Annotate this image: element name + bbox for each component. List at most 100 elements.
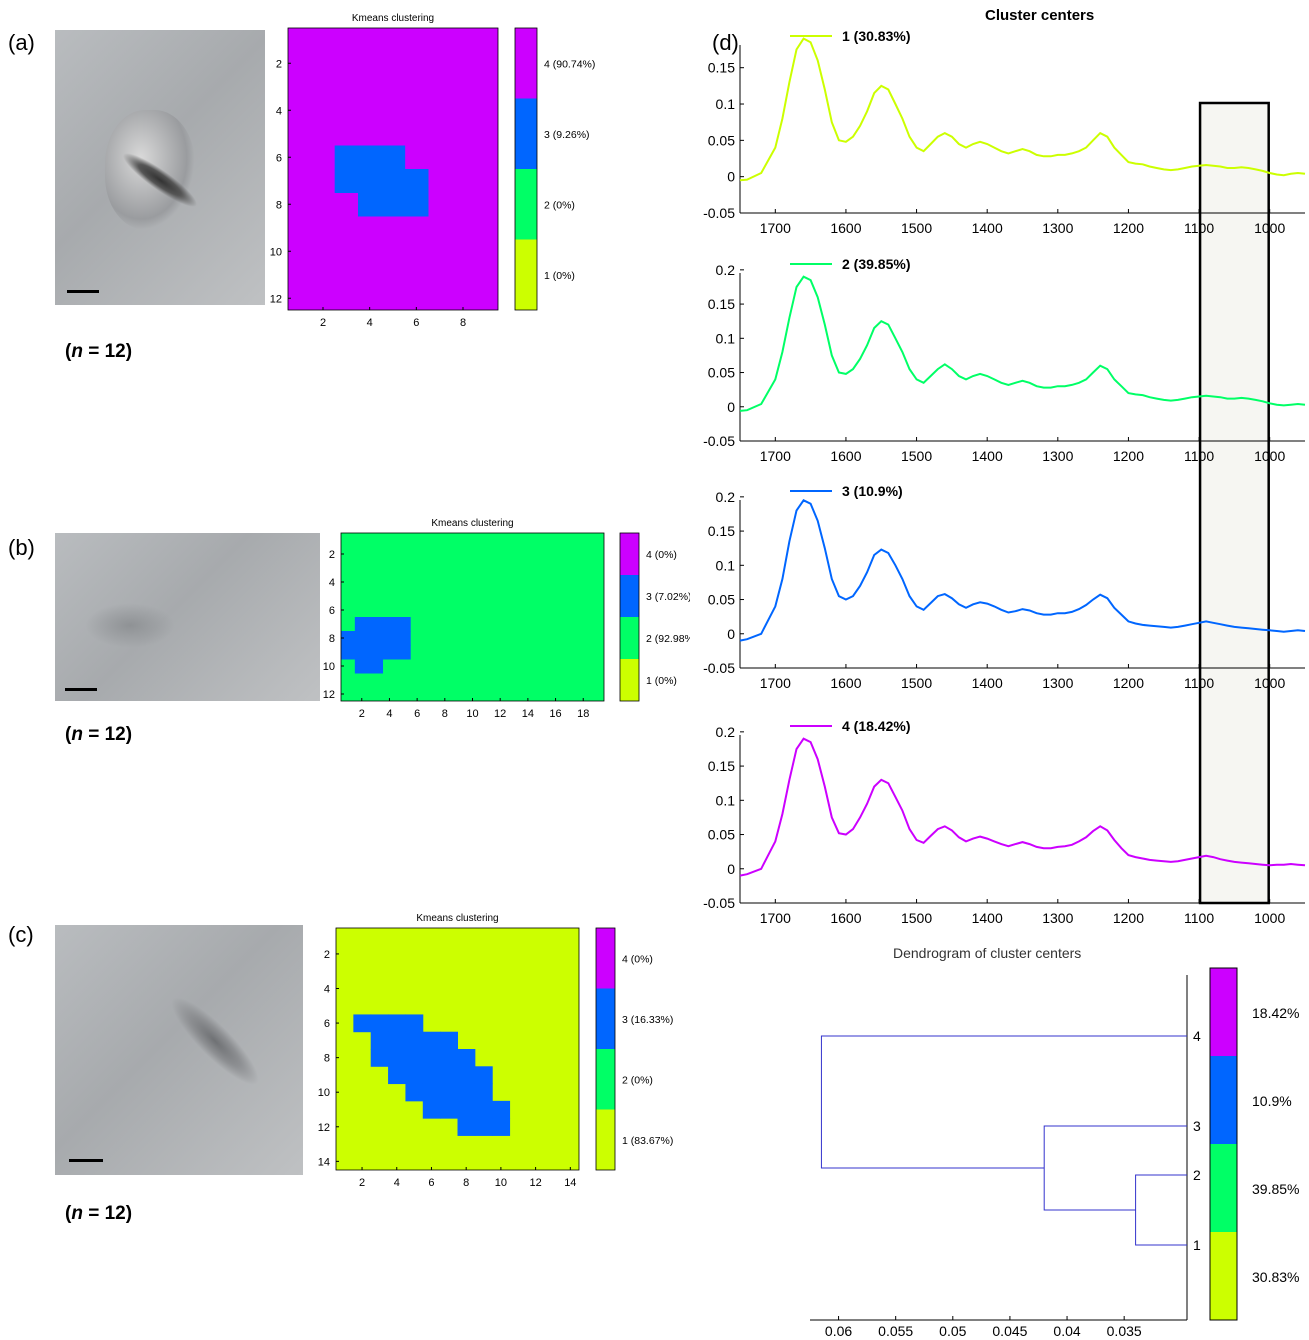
colorbar-segment <box>620 617 639 659</box>
heatmap-cell <box>396 617 411 632</box>
heatmap-cell <box>474 1100 493 1119</box>
heatmap-cell <box>341 631 356 646</box>
cell-blob <box>85 603 175 648</box>
heatmap-cell <box>354 631 370 646</box>
heatmap-cell <box>368 617 384 632</box>
x-tick-label: 0.035 <box>1107 1323 1142 1339</box>
heatmap-cell <box>382 631 397 646</box>
heatmap-cell <box>440 1100 458 1119</box>
panel-c-letter: (c) <box>8 922 34 947</box>
y-tick-label: 4 <box>276 105 282 117</box>
legend-label: 1 (30.83%) <box>842 28 910 44</box>
x-tick-label: 1000 <box>1254 675 1285 691</box>
x-tick-label: 1300 <box>1042 675 1073 691</box>
colorbar-label: 2 (92.98%) <box>646 633 690 645</box>
scale-bar <box>67 290 99 293</box>
heatmap-cell <box>354 645 370 660</box>
x-tick-label: 1300 <box>1042 220 1073 236</box>
x-tick-label: 1200 <box>1113 448 1144 464</box>
dendrogram-chart: 0.06 0.055 0.05 0.045 0.04 0.035 4 3 2 1 18.42% 10.… <box>810 967 1299 1339</box>
y-tick-label: 12 <box>318 1122 330 1134</box>
colorbar-frame <box>619 532 640 702</box>
y-tick-label: 0.05 <box>708 592 735 608</box>
x-tick-label: 10 <box>466 708 478 720</box>
heatmap-cell <box>440 1049 458 1067</box>
panel-c-n-label: (n = 12) <box>65 1203 132 1225</box>
cluster-centers-chart: 0.15 0.1 0.05 0 -0.05 1700 1600 1500 1400 1300 120… <box>703 28 1306 926</box>
y-tick-label: 0.1 <box>716 557 736 573</box>
highlight-region <box>1198 101 1270 905</box>
panel-d-title: Cluster centers <box>985 7 1095 24</box>
heatmap-cell <box>492 1100 511 1119</box>
dendro-colorbar-segment <box>1210 1144 1237 1232</box>
leaf-label: 3 <box>1193 1118 1201 1134</box>
x-tick-label: 10 <box>495 1177 507 1189</box>
panel-c-micrograph <box>55 925 303 1175</box>
colorbar-segment <box>596 988 615 1049</box>
x-tick-label: 2 <box>359 1177 365 1189</box>
colorbar-label: 3 (7.02%) <box>646 591 690 603</box>
dendro-branch <box>1135 1174 1187 1246</box>
y-tick-label: 10 <box>270 246 282 258</box>
heatmap-frame <box>287 27 499 311</box>
y-tick-label: 2 <box>329 549 335 561</box>
heatmap-cell <box>388 1066 406 1085</box>
n-symbol: n <box>71 1203 83 1224</box>
panel-c-heatmap: Kmeans clustering 2 4 6 8 10 12 14 2 4 6 8 10 12 14 4 (… <box>318 913 674 1189</box>
panel-a-heatmap: Kmeans clustering 2 4 6 8 2 4 6 8 10 12 4 (90.74%) 3… <box>270 13 596 329</box>
y-tick-label: 0 <box>727 626 735 642</box>
y-tick-label: 0.2 <box>716 262 736 278</box>
heatmap-cell <box>457 1066 476 1085</box>
legend-label: 3 (10.9%) <box>842 483 903 499</box>
x-tick-label: 1700 <box>760 675 791 691</box>
y-tick-label: 8 <box>329 633 335 645</box>
heatmap-title: Kmeans clustering <box>431 518 513 529</box>
y-tick-label: 2 <box>324 949 330 961</box>
spectrum-line <box>739 37 1306 182</box>
heatmap-cell <box>405 1083 424 1102</box>
x-tick-label: 1400 <box>972 675 1003 691</box>
x-tick-label: 1000 <box>1254 448 1285 464</box>
colorbar-segment <box>620 575 639 617</box>
scale-bar <box>65 688 97 691</box>
colorbar-frame <box>595 927 616 1171</box>
heatmap-cell <box>457 1049 476 1067</box>
x-tick-label: 12 <box>529 1177 541 1189</box>
heatmap-cell <box>368 659 384 674</box>
heatmap-cell <box>474 1066 493 1085</box>
n-open: ( <box>65 724 72 745</box>
x-tick-label: 1400 <box>972 220 1003 236</box>
x-tick-label: 1600 <box>830 220 861 236</box>
n-value: = 12) <box>88 1203 133 1224</box>
x-tick-label: 1700 <box>760 448 791 464</box>
x-tick-label: 1000 <box>1254 910 1285 926</box>
y-tick-label: 0.05 <box>708 132 735 148</box>
heatmap-cell <box>381 145 406 170</box>
x-tick-label: 1200 <box>1113 910 1144 926</box>
x-tick-label: 12 <box>494 708 506 720</box>
heatmap-cell <box>405 1031 424 1050</box>
x-tick-label: 1300 <box>1042 910 1073 926</box>
leaf-label: 2 <box>1193 1167 1201 1183</box>
x-tick-label: 1700 <box>760 910 791 926</box>
heatmap-cell <box>492 1118 511 1136</box>
n-open: ( <box>65 1203 72 1224</box>
n-value: = 12) <box>88 341 133 362</box>
colorbar-segment <box>596 1109 615 1170</box>
heatmap-cell <box>381 169 406 193</box>
x-tick-label: 6 <box>413 317 419 329</box>
colorbar-label: 3 (9.26%) <box>544 129 590 141</box>
cell-body <box>161 987 269 1095</box>
heatmap-cell <box>382 645 397 660</box>
heatmap-cell <box>396 631 411 646</box>
x-tick-label: 1600 <box>830 910 861 926</box>
dendro-branch <box>820 1035 1187 1169</box>
x-tick-label: 1200 <box>1113 675 1144 691</box>
colorbar-label: 2 (0%) <box>544 199 575 211</box>
x-tick-label: 0.04 <box>1053 1323 1080 1339</box>
colorbar-segment <box>515 169 537 240</box>
heatmap-cell <box>388 1031 406 1050</box>
y-tick-label: 0.15 <box>708 60 735 76</box>
scale-bar <box>69 1159 103 1162</box>
y-tick-label: 0.05 <box>708 365 735 381</box>
